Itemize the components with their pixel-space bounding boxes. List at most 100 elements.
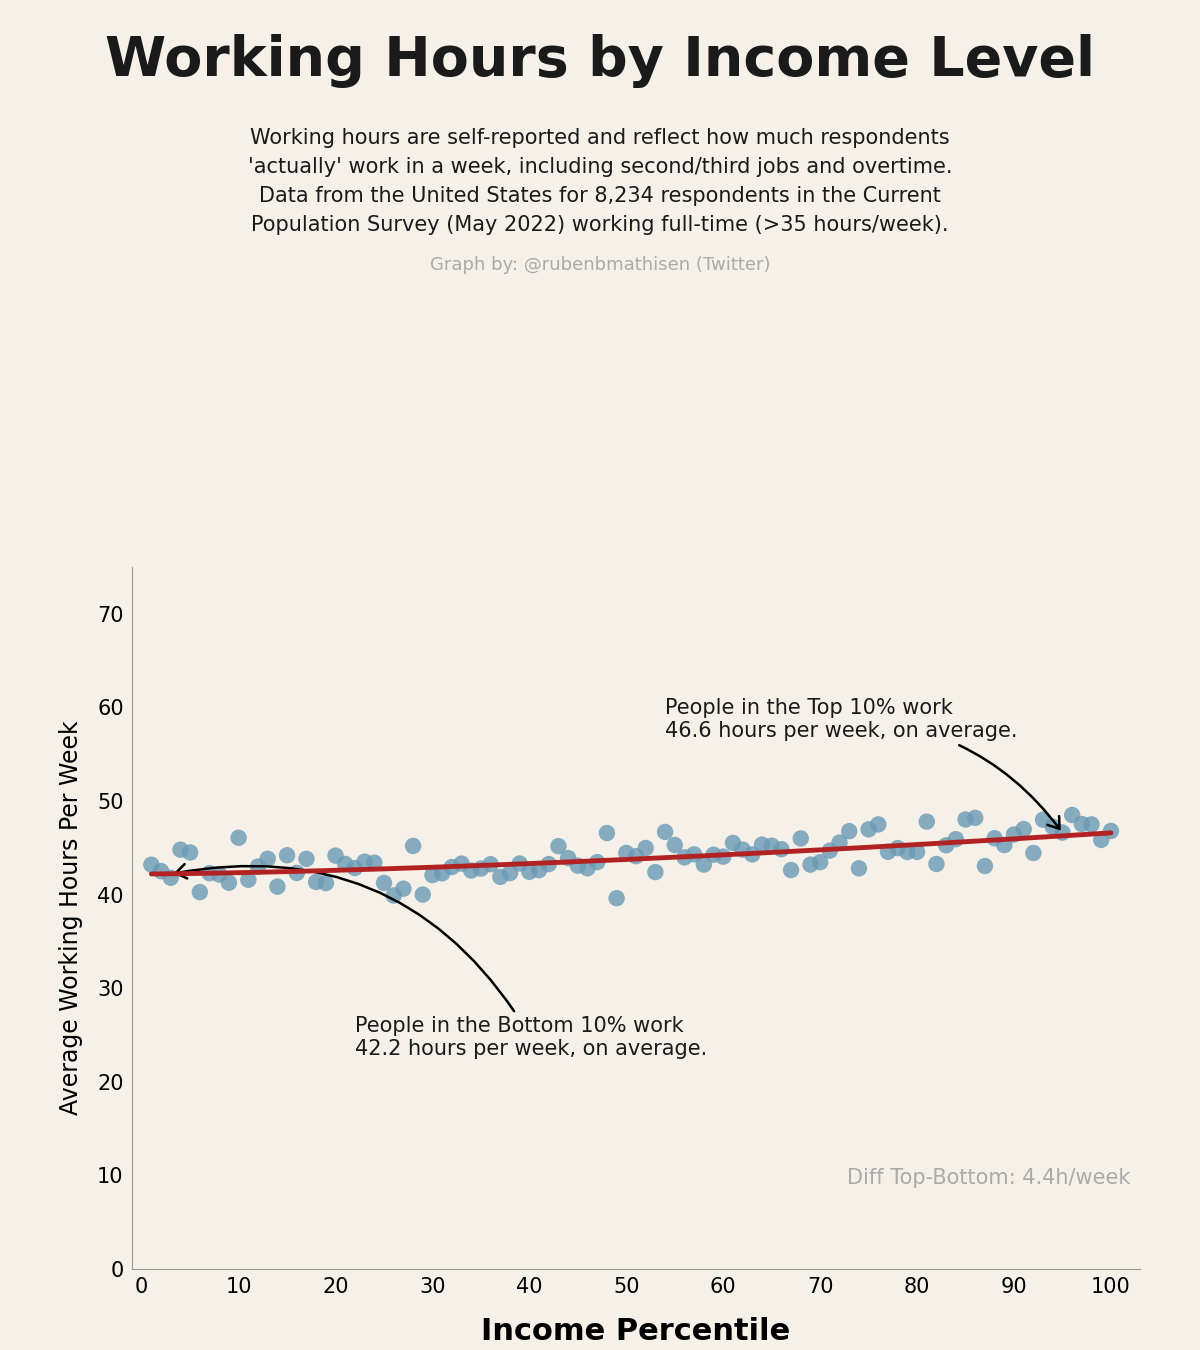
- Point: [695, 853, 714, 875]
- Point: [1062, 805, 1081, 826]
- Point: [830, 832, 850, 853]
- Point: [966, 807, 985, 829]
- Point: [1073, 813, 1092, 834]
- Point: [1082, 814, 1102, 836]
- Point: [317, 872, 336, 894]
- Point: [151, 860, 170, 882]
- Point: [472, 857, 491, 879]
- Point: [374, 872, 394, 894]
- Point: [733, 838, 752, 860]
- Point: [394, 878, 413, 899]
- Point: [510, 853, 529, 875]
- Point: [781, 859, 800, 880]
- Point: [588, 852, 607, 873]
- Point: [743, 844, 762, 865]
- Point: [850, 857, 869, 879]
- Point: [170, 838, 190, 860]
- Point: [995, 834, 1014, 856]
- Point: [520, 861, 539, 883]
- Point: [821, 840, 840, 861]
- Point: [1102, 821, 1121, 842]
- Text: Graph by: @rubenbmathisen (Twitter): Graph by: @rubenbmathisen (Twitter): [430, 256, 770, 274]
- Point: [800, 853, 820, 875]
- Point: [655, 821, 674, 842]
- Point: [985, 828, 1004, 849]
- Point: [452, 853, 472, 875]
- Point: [859, 818, 878, 840]
- Point: [724, 832, 743, 853]
- Point: [878, 841, 898, 863]
- Point: [529, 860, 548, 882]
- Point: [1043, 815, 1062, 837]
- Point: [180, 841, 199, 863]
- Point: [268, 876, 287, 898]
- Point: [888, 837, 907, 859]
- Point: [210, 864, 229, 886]
- Point: [947, 829, 966, 850]
- Point: [306, 871, 325, 892]
- Point: [413, 884, 432, 906]
- Point: [432, 863, 451, 884]
- Point: [481, 853, 500, 875]
- Point: [1052, 822, 1072, 844]
- Point: [617, 842, 636, 864]
- Point: [665, 834, 684, 856]
- Point: [384, 884, 403, 906]
- Point: [443, 856, 462, 878]
- Point: [598, 822, 617, 844]
- Point: [365, 852, 384, 873]
- Y-axis label: Average Working Hours Per Week: Average Working Hours Per Week: [59, 721, 83, 1115]
- Text: Working hours are self-reported and reflect how much respondents
'actually' work: Working hours are self-reported and refl…: [247, 128, 953, 235]
- Point: [714, 846, 733, 868]
- Point: [1092, 829, 1111, 850]
- Point: [200, 863, 220, 884]
- Point: [569, 855, 588, 876]
- Point: [772, 838, 791, 860]
- Point: [898, 841, 917, 863]
- Point: [578, 857, 598, 879]
- Point: [239, 869, 258, 891]
- Point: [907, 841, 926, 863]
- Point: [976, 856, 995, 878]
- Point: [346, 857, 365, 879]
- Point: [296, 848, 316, 869]
- Point: [491, 867, 510, 888]
- Point: [1004, 824, 1024, 845]
- Point: [161, 867, 180, 888]
- Text: People in the Bottom 10% work
42.2 hours per week, on average.: People in the Bottom 10% work 42.2 hours…: [175, 864, 707, 1060]
- Point: [287, 863, 306, 884]
- Point: [422, 864, 442, 886]
- Point: [142, 853, 161, 875]
- Text: Working Hours by Income Level: Working Hours by Income Level: [106, 34, 1096, 88]
- Point: [558, 848, 577, 869]
- Point: [191, 882, 210, 903]
- Point: [539, 853, 558, 875]
- Point: [462, 860, 481, 882]
- Point: [220, 872, 239, 894]
- Point: [684, 844, 703, 865]
- Text: Diff Top-Bottom: 4.4h/week: Diff Top-Bottom: 4.4h/week: [846, 1168, 1130, 1188]
- Point: [1033, 809, 1052, 830]
- Text: People in the Top 10% work
46.6 hours per week, on average.: People in the Top 10% work 46.6 hours pe…: [665, 698, 1060, 829]
- Point: [704, 844, 724, 865]
- Point: [500, 863, 520, 884]
- Point: [326, 845, 346, 867]
- Point: [752, 834, 772, 856]
- Point: [791, 828, 810, 849]
- Point: [258, 848, 277, 869]
- Point: [762, 834, 781, 856]
- Point: [840, 821, 859, 842]
- Point: [674, 846, 694, 868]
- Point: [626, 845, 646, 867]
- Point: [936, 834, 955, 856]
- Point: [277, 845, 296, 867]
- Point: [1024, 842, 1043, 864]
- Point: [336, 853, 355, 875]
- Point: [607, 887, 626, 909]
- Point: [956, 809, 976, 830]
- X-axis label: Income Percentile: Income Percentile: [481, 1316, 791, 1346]
- Point: [403, 836, 422, 857]
- Point: [810, 852, 829, 873]
- Point: [869, 814, 888, 836]
- Point: [1014, 818, 1033, 840]
